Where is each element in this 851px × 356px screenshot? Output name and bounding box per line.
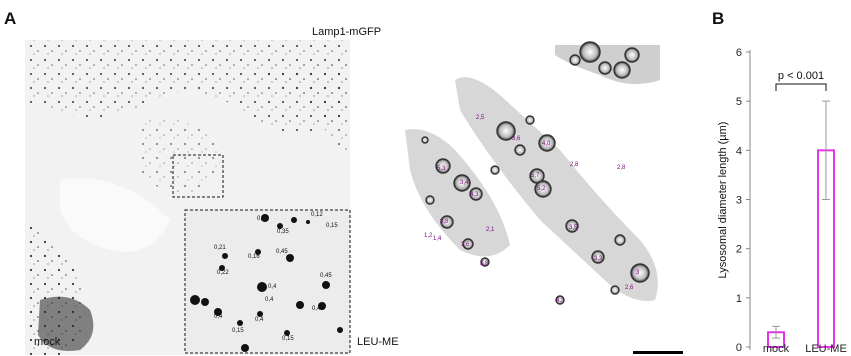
y-axis-label: Lysosomal diameter length (µm) — [717, 122, 729, 279]
y-tick-label-4: 4 — [736, 145, 742, 157]
inset-measurement-6: 0,45 — [276, 249, 288, 255]
leu-me-measurement-12: 1,2 — [424, 233, 433, 239]
x-tick-label-leu-me: LEU-ME — [805, 343, 847, 355]
inset-measurement-12: 0,4 — [255, 317, 264, 323]
leu-me-measurement-8: 5,2 — [537, 186, 546, 192]
inset-measurement-5: 0,16 — [248, 254, 260, 260]
leu-me-measurement-17: 3,8 — [480, 261, 489, 267]
inset-measurement-3: 0,41 — [257, 216, 269, 222]
inset-measurement-2: 0,35 — [277, 229, 289, 235]
significance-label: p < 0.001 — [778, 70, 824, 82]
inset-measurement-15: 0,4 — [268, 284, 277, 290]
y-tick-label-6: 6 — [736, 47, 742, 59]
y-tick-label-0: 0 — [736, 342, 742, 354]
inset-measurement-7: 0,22 — [217, 270, 229, 276]
lysosome-diameter-bar-chart: Lysosomal diameter length (µm) 0 1 2 3 4 5 6 m… — [717, 47, 847, 355]
scale-bar — [633, 351, 683, 354]
leu-me-measurement-18: 2,6 — [625, 285, 634, 291]
inset-measurement-9: 0,4 — [265, 297, 274, 303]
inset-measurement-11: 0,4 — [214, 314, 223, 320]
mock-zoom-region-box — [172, 154, 224, 198]
leu-me-measurement-5: 5,3 — [437, 166, 446, 172]
y-tick-label-3: 3 — [736, 195, 742, 207]
mock-inset — [184, 209, 351, 354]
error-bar-mock — [772, 325, 780, 339]
leu-me-measurement-10: 3,8 — [440, 219, 449, 225]
leu-me-measurement-13: 1,4 — [433, 236, 442, 242]
y-tick-label-1: 1 — [736, 293, 742, 305]
y-tick-label-2: 2 — [736, 244, 742, 256]
inset-measurement-14: 0,15 — [282, 336, 294, 342]
leu-me-condition-label: LEU-ME — [357, 336, 399, 348]
leu-me-measurement-0: 2,5 — [476, 115, 485, 121]
mock-condition-label: mock — [34, 336, 61, 348]
leu-me-measurement-4: 2,8 — [617, 165, 626, 171]
inset-measurement-13: 0,15 — [232, 328, 244, 334]
inset-measurement-1: 0,15 — [326, 223, 338, 229]
leu-me-measurement-1: 3,6 — [512, 136, 521, 142]
y-tick-label-5: 5 — [736, 96, 742, 108]
leu-me-micrograph — [400, 40, 683, 355]
inset-measurement-10: 0,41 — [312, 306, 324, 312]
inset-measurement-4: 0,21 — [214, 245, 226, 251]
error-bar-leu-me — [822, 100, 830, 200]
leu-me-measurement-9: 4,3 — [470, 192, 479, 198]
channel-label: Lamp1-mGFP — [312, 26, 382, 38]
panel-b-letter: B — [712, 9, 725, 28]
leu-me-measurement-20: 3 — [636, 270, 640, 276]
x-tick-label-mock: mock — [763, 343, 790, 355]
leu-me-measurement-16: 3,3 — [594, 256, 603, 262]
mock-micrograph — [25, 40, 350, 355]
inset-measurement-8: 0,45 — [320, 273, 332, 279]
leu-me-measurement-15: 3,5 — [569, 225, 578, 231]
significance-bracket — [775, 83, 827, 91]
leu-me-measurement-6: 3,4 — [460, 180, 469, 186]
leu-me-measurement-7: 5,7 — [531, 173, 540, 179]
leu-me-measurement-19: 4,3 — [556, 298, 565, 304]
leu-me-measurement-3: 2,8 — [570, 162, 579, 168]
leu-me-measurement-2: 4,0 — [542, 141, 551, 147]
inset-measurement-0: 0,12 — [311, 212, 323, 218]
panel-a-letter: A — [4, 9, 17, 28]
leu-me-measurement-14: 3,6 — [461, 242, 470, 248]
leu-me-measurement-11: 2,1 — [486, 227, 495, 233]
